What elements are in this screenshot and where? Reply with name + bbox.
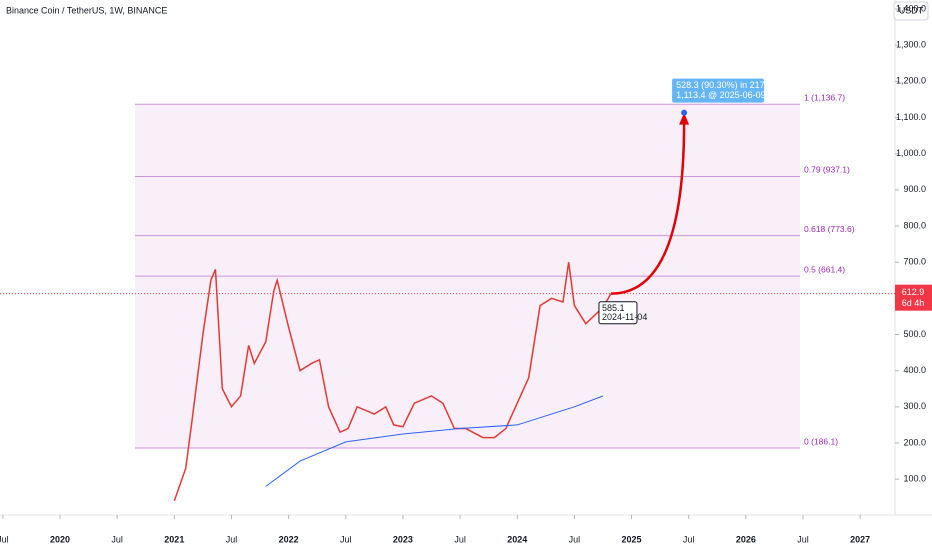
target-sublabel: 1,113.4 @ 2025-06-09 xyxy=(676,90,766,100)
x-tick-label: 2022 xyxy=(279,534,299,544)
y-tick-label: 1,000.0 xyxy=(896,148,926,158)
y-tick-label: 400.0 xyxy=(903,365,926,375)
x-tick-label: 2027 xyxy=(850,534,870,544)
fib-label: 0.5 (661.4) xyxy=(804,264,845,274)
target-box xyxy=(672,78,765,103)
chart-title: Binance Coin / TetherUS, 1W, BINANCE xyxy=(6,5,167,15)
fib-label: 0 (186.1) xyxy=(804,436,838,446)
fib-label: 0.618 (773.6) xyxy=(804,224,855,234)
last-countdown: 6d 4h xyxy=(902,298,925,308)
y-tick-label: 900.0 xyxy=(903,184,926,194)
last-price: 612.9 xyxy=(902,287,925,297)
y-tick-label: 1,200.0 xyxy=(896,76,926,86)
y-tick-label: 700.0 xyxy=(903,257,926,267)
y-tick-label: 800.0 xyxy=(903,220,926,230)
x-tick-label: Jul xyxy=(569,534,581,544)
x-tick-label: 2023 xyxy=(393,534,413,544)
price-line xyxy=(173,262,612,502)
target-point xyxy=(681,109,688,116)
x-tick-label: 2021 xyxy=(164,534,184,544)
y-tick-label: 200.0 xyxy=(903,437,926,447)
projection-arrowhead xyxy=(679,112,690,125)
y-tick-label: 1,400.0 xyxy=(896,3,926,13)
currency[interactable]: USDT xyxy=(899,5,924,15)
x-tick-label: Jul xyxy=(111,534,123,544)
x-tick-label: Jul xyxy=(797,534,809,544)
y-tick-label: 500.0 xyxy=(903,329,926,339)
x-tick-label: Jul xyxy=(340,534,352,544)
y-tick-label: 100.0 xyxy=(903,474,926,484)
x-tick-label: Jul xyxy=(226,534,238,544)
target-label: 528.3 (90.30%) in 217d xyxy=(676,80,770,90)
x-tick-label: 2024 xyxy=(507,534,527,544)
projection-curve xyxy=(610,122,686,295)
x-tick-label: 2026 xyxy=(736,534,756,544)
y-tick-label: 300.0 xyxy=(903,401,926,411)
x-tick-label: 2025 xyxy=(622,534,642,544)
x-tick-label: 2020 xyxy=(50,534,70,544)
fib-label: 0.79 (937.1) xyxy=(804,165,850,175)
x-tick-label: Jul xyxy=(454,534,466,544)
x-tick-label: Jul xyxy=(0,534,9,544)
currency-button[interactable] xyxy=(893,1,929,21)
last-price-box xyxy=(895,284,932,311)
fib-label: 1 (1,136.7) xyxy=(804,93,845,103)
price-line xyxy=(265,395,604,487)
y-tick-label: 1,100.0 xyxy=(896,112,926,122)
start-sublabel: 2024-11-04 xyxy=(602,312,647,322)
start-label: 585.1 xyxy=(602,303,625,313)
x-tick-label: Jul xyxy=(683,534,695,544)
start-box xyxy=(598,301,638,325)
y-tick-label: 1,300.0 xyxy=(896,40,926,50)
